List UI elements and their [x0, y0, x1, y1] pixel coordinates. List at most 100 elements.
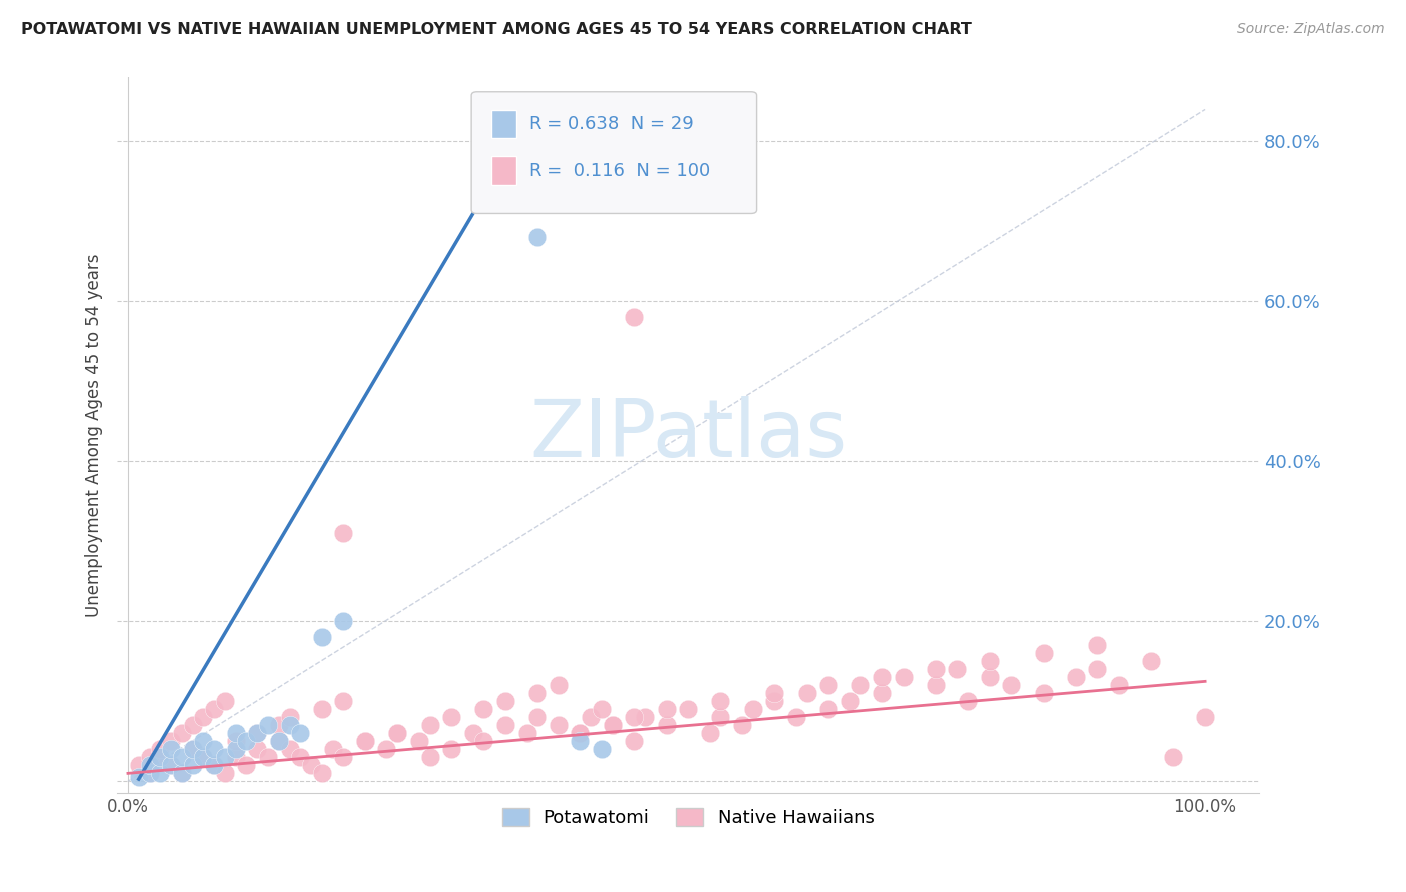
Point	[246, 726, 269, 740]
Y-axis label: Unemployment Among Ages 45 to 54 years: Unemployment Among Ages 45 to 54 years	[86, 253, 103, 617]
Point	[138, 766, 160, 780]
Point	[149, 750, 172, 764]
Point	[569, 726, 592, 740]
Point	[322, 742, 344, 756]
Point	[235, 734, 257, 748]
Point	[569, 726, 592, 740]
Point	[267, 718, 290, 732]
Point	[623, 734, 645, 748]
Point	[634, 710, 657, 724]
Point	[655, 718, 678, 732]
Point	[225, 750, 247, 764]
Point	[547, 718, 569, 732]
Point	[623, 710, 645, 724]
Point	[160, 758, 183, 772]
Point	[419, 718, 441, 732]
Text: R = 0.638  N = 29: R = 0.638 N = 29	[530, 115, 695, 133]
Point	[267, 734, 290, 748]
Point	[547, 678, 569, 692]
Point	[591, 742, 613, 756]
Point	[676, 702, 699, 716]
Point	[979, 670, 1001, 684]
Point	[1032, 646, 1054, 660]
Point	[817, 702, 839, 716]
Text: R =  0.116  N = 100: R = 0.116 N = 100	[530, 161, 710, 179]
Point	[149, 742, 172, 756]
Point	[267, 734, 290, 748]
Point	[290, 750, 312, 764]
Point	[202, 702, 225, 716]
Point	[1108, 678, 1130, 692]
Text: ZIPatlas: ZIPatlas	[529, 396, 848, 475]
Point	[225, 742, 247, 756]
Point	[515, 726, 537, 740]
Point	[181, 742, 204, 756]
Point	[817, 678, 839, 692]
Point	[170, 766, 193, 780]
Point	[796, 686, 818, 700]
Point	[655, 702, 678, 716]
Point	[257, 718, 280, 732]
Point	[957, 694, 980, 708]
Point	[763, 686, 786, 700]
Point	[408, 734, 430, 748]
Point	[870, 686, 893, 700]
Point	[699, 726, 721, 740]
Point	[290, 726, 312, 740]
Point	[1161, 750, 1184, 764]
Point	[214, 750, 236, 764]
Point	[138, 750, 160, 764]
Point	[257, 750, 280, 764]
Point	[138, 758, 160, 772]
Point	[332, 694, 354, 708]
Point	[160, 734, 183, 748]
Point	[299, 758, 322, 772]
Point	[193, 734, 215, 748]
Point	[160, 742, 183, 756]
Point	[870, 670, 893, 684]
Point	[202, 758, 225, 772]
Point	[246, 742, 269, 756]
Point	[214, 694, 236, 708]
Point	[602, 718, 624, 732]
Point	[785, 710, 807, 724]
Point	[946, 662, 969, 676]
Point	[246, 726, 269, 740]
Point	[763, 694, 786, 708]
Point	[170, 726, 193, 740]
Point	[979, 654, 1001, 668]
Point	[202, 758, 225, 772]
Point	[1000, 678, 1022, 692]
Point	[278, 710, 301, 724]
Point	[311, 702, 333, 716]
Point	[354, 734, 377, 748]
Point	[225, 734, 247, 748]
Point	[128, 770, 150, 784]
Point	[160, 758, 183, 772]
Point	[149, 750, 172, 764]
Point	[311, 766, 333, 780]
Point	[440, 742, 463, 756]
Point	[1194, 710, 1216, 724]
Point	[579, 710, 602, 724]
Point	[332, 615, 354, 629]
Point	[440, 710, 463, 724]
Point	[526, 230, 548, 244]
Point	[709, 710, 731, 724]
Point	[311, 631, 333, 645]
Point	[170, 766, 193, 780]
Point	[731, 718, 754, 732]
Point	[591, 702, 613, 716]
Point	[461, 726, 484, 740]
Point	[128, 758, 150, 772]
Point	[472, 702, 495, 716]
Point	[387, 726, 409, 740]
Point	[741, 702, 763, 716]
Point	[849, 678, 872, 692]
Point	[149, 766, 172, 780]
Point	[138, 766, 160, 780]
Point	[170, 750, 193, 764]
Point	[181, 758, 204, 772]
Point	[1032, 686, 1054, 700]
Point	[1064, 670, 1087, 684]
